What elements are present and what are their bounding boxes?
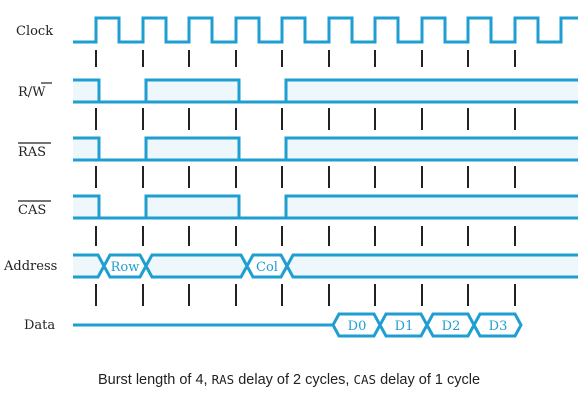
cas-shade-3 [286,196,578,218]
cas-label: CAS [18,203,46,218]
data-d2-value: D2 [442,319,461,334]
cas-wave [73,194,578,220]
data-bus [73,312,523,338]
timing-diagram: Clock R/W RAS CAS Address Data Row Col D… [3,16,578,338]
caption-ras: RAS [211,372,235,387]
ras-label: RAS [18,145,46,160]
ras-shade-1 [73,138,99,160]
data-label: Data [24,318,55,333]
rw-shade-1 [73,80,99,102]
clock-label: Clock [16,24,53,39]
address-row-value: Row [111,260,140,275]
caption-cas: CAS [353,372,377,387]
diagram-caption: Burst length of 4, RAS delay of 2 cycles… [97,372,481,388]
data-d0-value: D0 [348,319,367,334]
address-shade-3 [287,255,578,277]
rw-wave [73,78,578,104]
cas-shade-2 [146,196,239,218]
data-d1-value: D1 [395,319,414,334]
ras-shade-3 [286,138,578,160]
ras-shade-2 [146,138,239,160]
ras-wave [73,136,578,162]
address-col-value: Col [256,260,278,275]
address-shade-1 [73,255,104,277]
address-shade-2 [146,255,247,277]
clock-wave [73,16,578,44]
clock-edge-ticks [95,50,516,306]
address-bus [73,253,578,279]
data-d3-value: D3 [489,319,508,334]
rw-shade-3 [286,80,578,102]
rw-label: R/W [18,85,46,100]
address-label: Address [3,259,57,274]
rw-shade-2 [146,80,239,102]
cas-shade-1 [73,196,99,218]
